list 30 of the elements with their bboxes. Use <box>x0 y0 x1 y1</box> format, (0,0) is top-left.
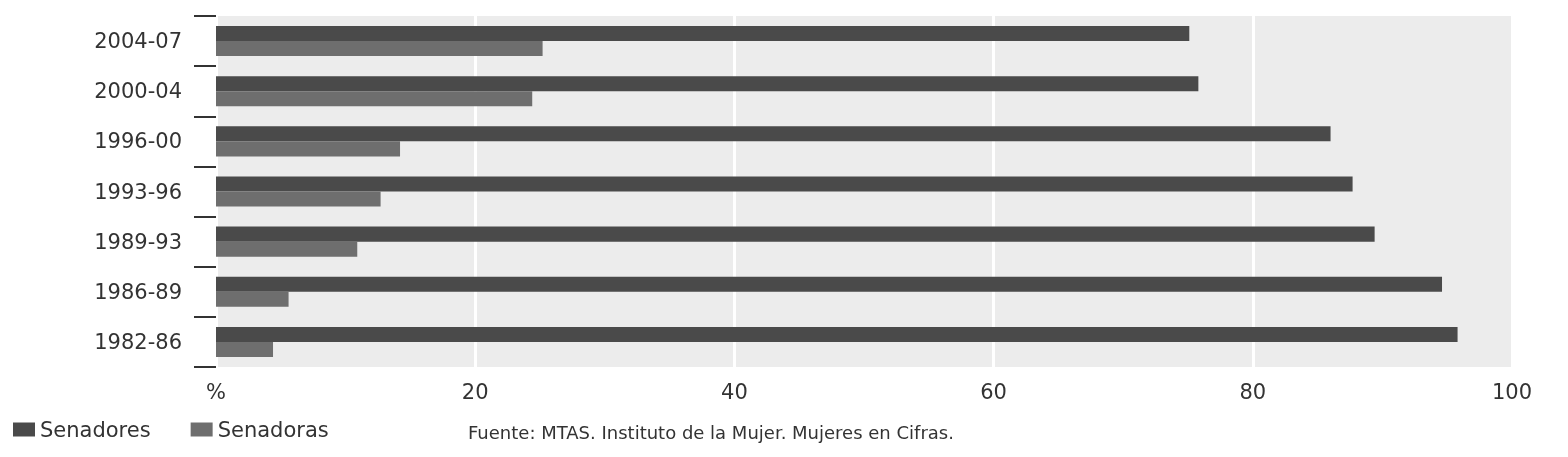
bar <box>216 326 1458 342</box>
y-tick-label: 1986-89 <box>94 279 182 304</box>
x-tick-label: 100 <box>1491 379 1533 404</box>
x-tick-label: 40 <box>721 379 748 404</box>
legend-label: Senadores <box>40 417 151 442</box>
bar <box>216 141 401 157</box>
source-note: Fuente: MTAS. Instituto de la Mujer. Mujeres en Cifras. <box>468 421 954 443</box>
y-tick-label: 1996-00 <box>94 129 182 154</box>
bar <box>216 226 1375 242</box>
bar <box>216 26 1190 42</box>
bar <box>216 291 289 307</box>
bar <box>216 191 381 207</box>
bar <box>216 176 1353 192</box>
y-tick-label: 2004-07 <box>94 29 182 54</box>
y-tick-label: 1982-86 <box>94 329 182 354</box>
x-tick-label: 20 <box>461 379 489 404</box>
x-tick-label: % <box>206 379 226 404</box>
bar <box>216 76 1199 92</box>
bar <box>216 276 1443 292</box>
bar <box>216 341 274 357</box>
y-tick-label: 2000-04 <box>94 79 182 104</box>
x-tick-label: 80 <box>1239 379 1267 404</box>
bar <box>216 126 1331 142</box>
y-tick-label: 1989-93 <box>94 229 182 254</box>
bar <box>216 41 543 57</box>
y-tick-label: 1993-96 <box>94 179 182 204</box>
legend-label: Senadoras <box>217 417 329 442</box>
x-tick-label: 60 <box>980 379 1007 404</box>
bar <box>216 91 533 107</box>
bar <box>216 241 358 257</box>
